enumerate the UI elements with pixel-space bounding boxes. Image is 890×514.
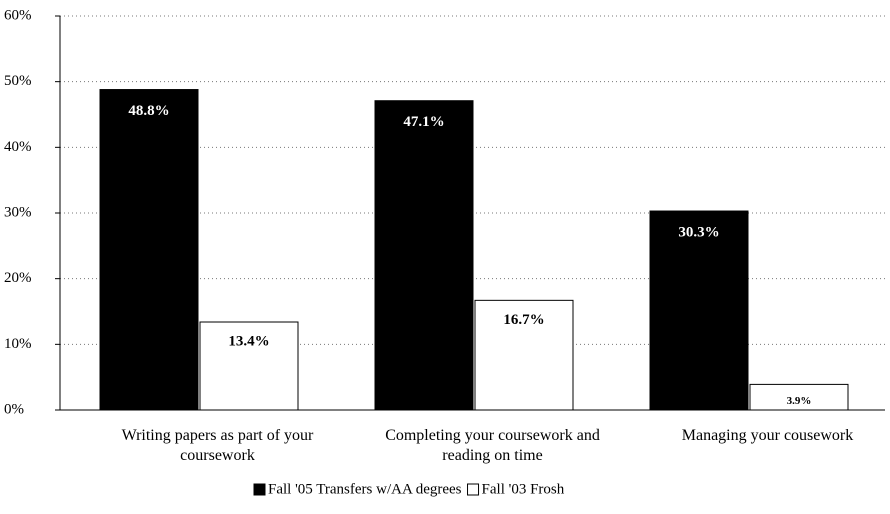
value-label: 48.8%: [128, 103, 169, 119]
legend-label: Fall '03 Frosh: [482, 481, 565, 497]
x-tick-label: Completing your coursework and reading o…: [385, 427, 600, 464]
y-tick-label: 50%: [4, 73, 32, 89]
bar: [474, 299, 574, 411]
y-tick-label: 40%: [4, 139, 32, 155]
bar: [649, 210, 749, 411]
legend-swatch: [467, 483, 480, 496]
y-tick-label: 20%: [4, 270, 32, 286]
value-label: 16.7%: [503, 312, 544, 328]
legend-label: Fall '05 Transfers w/AA degrees: [268, 481, 462, 497]
value-label: 13.4%: [228, 333, 269, 349]
value-label: 3.9%: [787, 395, 812, 407]
x-tick-label: Writing papers as part of your coursewor…: [121, 427, 314, 464]
bar: [374, 100, 474, 411]
y-tick-label: 10%: [4, 336, 32, 352]
x-tick-label: Managing your cousework: [681, 427, 854, 444]
bar: [749, 383, 849, 411]
y-tick-label: 0%: [4, 401, 24, 417]
y-tick-label: 30%: [4, 204, 32, 220]
value-label: 47.1%: [403, 114, 444, 130]
legend-swatch: [253, 483, 266, 496]
bar: [199, 321, 299, 411]
bar: [99, 89, 199, 411]
y-tick-label: 60%: [4, 7, 32, 23]
value-label: 30.3%: [678, 224, 719, 240]
